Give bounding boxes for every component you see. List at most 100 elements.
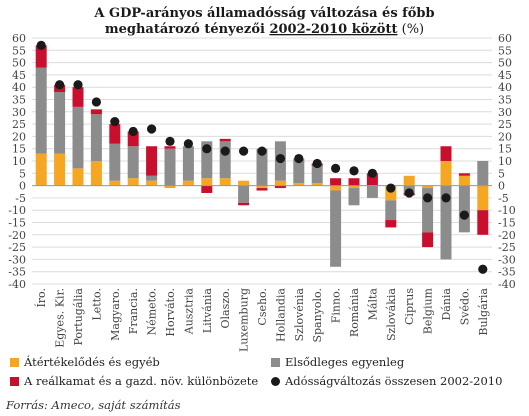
y-tick-label-left: 45 (12, 69, 26, 82)
bar-segment (256, 148, 268, 186)
y-tick-label-left: -5 (15, 192, 26, 205)
x-category-label: Belgium (422, 287, 435, 334)
bar-segment (146, 180, 158, 186)
bar-segment (164, 146, 176, 149)
x-category-label: Finno. (330, 288, 343, 323)
bar-segment (127, 178, 139, 186)
y-tick-label-left: 35 (12, 94, 26, 107)
bar-segment (109, 180, 121, 186)
chart-title-line2: meghatározó tényezői 2002-2010 között (%… (105, 22, 424, 37)
total-point (202, 144, 212, 154)
total-point (73, 80, 83, 90)
y-tick-label-left: 50 (12, 57, 26, 70)
y-tick-label-left: 25 (12, 118, 26, 131)
x-category-label: Horváto. (164, 288, 177, 337)
total-point (36, 40, 46, 50)
bar-segment (201, 185, 213, 193)
x-category-label: Luxemburg (238, 288, 251, 352)
bar-segment (403, 175, 415, 186)
x-category-label: Bulgária (477, 288, 490, 336)
y-tick-label-right: 35 (498, 94, 512, 107)
y-tick-label-right: -30 (498, 253, 516, 266)
bar-segment (422, 185, 434, 189)
y-tick-label-left: 20 (12, 130, 26, 143)
bar-segment (458, 175, 470, 186)
chart-title-prefix: meghatározó tényezői (105, 22, 270, 37)
y-tick-label-right: 15 (498, 143, 512, 156)
chart-title-unit: (%) (397, 22, 424, 37)
y-tick-label-left: -25 (8, 241, 26, 254)
bar-segment (330, 178, 342, 186)
bar-segment (348, 178, 360, 186)
x-category-label: Egyes. Kir. (54, 288, 67, 348)
legend-label: A reálkamat és a gazd. növ. különbözete (23, 374, 258, 388)
bar-segment (311, 183, 323, 186)
bar-segment (201, 141, 213, 179)
y-tick-label-left: 30 (12, 106, 26, 119)
y-tick-label-left: 40 (12, 81, 26, 94)
total-point (147, 124, 157, 134)
y-tick-label-right: 5 (498, 167, 505, 180)
y-tick-label-right: 25 (498, 118, 512, 131)
bar-segment (72, 87, 84, 107)
legend-label: Adósságváltozás összesen 2002-2010 (284, 374, 502, 388)
bar-segment (440, 185, 452, 260)
bar-segment (385, 220, 397, 228)
bar-segment (238, 202, 250, 206)
bar-segment (238, 185, 250, 203)
y-tick-label-left: -40 (8, 278, 26, 291)
bar-segment (422, 188, 434, 233)
bar-segment (109, 143, 121, 181)
bar-segment (311, 165, 323, 184)
legend-marker (271, 377, 280, 386)
bar-segment (348, 188, 360, 206)
x-category-label: Málta (366, 288, 379, 321)
total-point (423, 193, 433, 203)
y-tick-label-right: 55 (498, 44, 512, 57)
x-category-label: Ciprus (403, 288, 416, 325)
total-point (257, 146, 267, 156)
y-tick-label-right: -20 (498, 229, 516, 242)
y-tick-label-right: -35 (498, 266, 516, 279)
bar-segment (54, 153, 66, 186)
bar-segment (477, 185, 489, 211)
y-tick-label-left: -10 (8, 204, 26, 217)
x-category-label: Szlovénia (293, 288, 306, 342)
y-tick-label-right: -40 (498, 278, 516, 291)
total-point (294, 153, 304, 164)
x-axis-categories: Íro. Egyes. Kir. Portugália Letto. Magyaro. F… (34, 287, 490, 352)
bar-segment (90, 114, 102, 161)
y-tick-label-left: -20 (8, 229, 26, 242)
legend-label: Átértékelődés és egyéb (23, 355, 160, 369)
total-markers (36, 40, 488, 274)
y-tick-label-right: 40 (498, 81, 512, 94)
y-tick-label-right: 50 (498, 57, 512, 70)
y-axis-right: -40-35-30-25-20-15-10-505101520253035404… (498, 32, 516, 291)
total-point (331, 163, 341, 173)
y-tick-label-right: 45 (498, 69, 512, 82)
legend-swatch (10, 358, 19, 367)
legend-swatch (10, 377, 19, 386)
x-category-label: Németo. (146, 288, 159, 335)
x-category-label: Letto. (90, 288, 103, 321)
chart-title-line1: A GDP-arányos államadósság változása és … (93, 6, 434, 21)
source-note: Forrás: Ameco, saját számítás (5, 398, 181, 412)
bar-segment (146, 175, 158, 181)
legend-label: Elsődleges egyenleg (285, 355, 405, 369)
bar-segment (72, 168, 84, 186)
total-point (275, 153, 285, 164)
bar-segment (35, 153, 47, 186)
total-point (183, 139, 193, 149)
bar-segment (54, 92, 66, 154)
x-category-label: Magyaro. (109, 288, 122, 341)
bar-segment (422, 232, 434, 248)
y-tick-label-right: 30 (498, 106, 512, 119)
bar-segment (201, 178, 213, 186)
bar-segment (90, 109, 102, 115)
bar-segment (330, 185, 342, 191)
x-category-label: Hollandia (274, 288, 287, 342)
bar-segment (164, 148, 176, 186)
y-tick-label-right: -25 (498, 241, 516, 254)
total-point (367, 168, 377, 178)
